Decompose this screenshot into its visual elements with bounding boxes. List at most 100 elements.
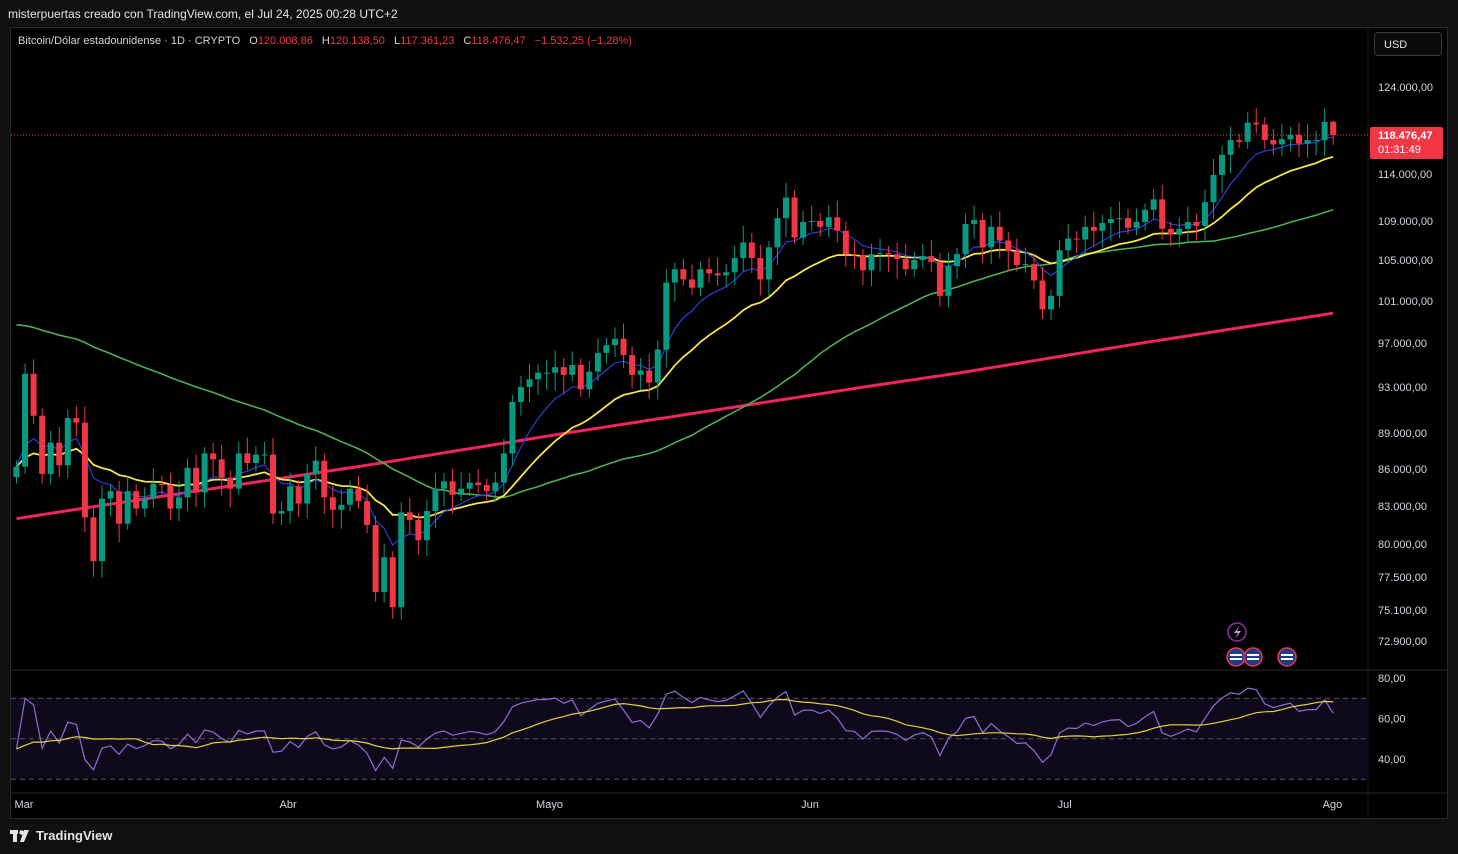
candle-body	[441, 481, 447, 489]
candle-body	[560, 367, 567, 375]
low-value: 117.361,23	[400, 35, 455, 47]
chart-panel	[10, 27, 1448, 819]
candle-body	[338, 504, 345, 510]
candle-body	[1039, 280, 1046, 310]
candle-body	[1253, 122, 1260, 125]
candle-body	[740, 242, 747, 259]
x-tick-label: Jun	[801, 799, 819, 811]
candle-body	[706, 269, 713, 274]
low-label: L	[393, 35, 401, 47]
y-tick-label: 77.500,00	[1378, 572, 1427, 584]
candle-body	[723, 272, 730, 276]
candle-body	[81, 422, 88, 518]
y-tick-label: 75.100,00	[1378, 605, 1427, 617]
candle-body	[885, 253, 892, 255]
candle-body	[936, 262, 943, 296]
candle-body	[1210, 174, 1217, 203]
candle-body	[1244, 122, 1251, 142]
candle-body	[517, 387, 524, 402]
candle-body	[415, 519, 422, 541]
candle-body	[389, 557, 396, 608]
change-value: −1.532,25 (−1,28%)	[534, 35, 632, 47]
us-flag-event-icon	[1277, 647, 1297, 667]
candle-body	[1142, 209, 1149, 222]
candle-body	[304, 473, 311, 504]
candle-body	[996, 226, 1003, 241]
candle-body	[808, 221, 815, 222]
flag-stripe-icon	[1281, 654, 1293, 656]
candle-body	[620, 338, 627, 356]
candle-body	[765, 247, 772, 280]
candle-body	[945, 266, 952, 296]
candle-body	[364, 501, 371, 525]
candle-body	[107, 491, 114, 499]
candle-body	[1005, 240, 1012, 252]
flag-stripe-icon	[1230, 658, 1242, 660]
candle-body	[714, 273, 721, 276]
y-tick-label: 93.000,00	[1378, 382, 1427, 394]
x-tick-label: Abr	[280, 799, 297, 811]
candle-body	[552, 367, 559, 373]
candle-body	[637, 370, 644, 375]
candle-body	[877, 253, 884, 255]
candle-body	[911, 260, 918, 270]
y-tick-label: 89.000,00	[1378, 428, 1427, 440]
candle-body	[1278, 139, 1285, 145]
candle-body	[859, 255, 866, 271]
candle-body	[30, 373, 37, 416]
candle-body	[509, 401, 516, 454]
candle-body	[842, 230, 849, 255]
candle-body	[825, 217, 832, 227]
candle-body	[449, 481, 456, 495]
flag-stripe-icon	[1247, 654, 1259, 656]
candle-body	[688, 279, 695, 288]
candle-body	[312, 460, 319, 474]
candle-body	[1082, 226, 1089, 240]
flag-stripe-icon	[1281, 658, 1293, 660]
candle-body	[73, 418, 80, 423]
candle-body	[1261, 124, 1268, 141]
candle-body	[697, 269, 704, 288]
candle-body	[1107, 219, 1114, 223]
candle-body	[962, 223, 969, 255]
candle-body	[783, 197, 789, 219]
x-tick-label: Jul	[1058, 799, 1072, 811]
candle-body	[569, 365, 576, 375]
close-label: C	[463, 35, 472, 47]
candle-body	[800, 221, 807, 238]
candle-body	[295, 486, 302, 504]
open-label: O	[249, 35, 258, 47]
flag-stripe-icon	[1247, 658, 1259, 660]
currency-button[interactable]: USD	[1374, 32, 1442, 56]
candle-body	[329, 497, 336, 510]
candle-body	[423, 511, 430, 541]
x-tick-label: Mayo	[536, 799, 563, 811]
candle-body	[500, 453, 507, 483]
candle-body	[1090, 226, 1097, 231]
candle-body	[1116, 218, 1123, 220]
candle-body	[603, 345, 610, 353]
y-tick-label: 124.000,00	[1378, 82, 1433, 94]
rsi-y-tick-label: 40,00	[1378, 754, 1406, 766]
author-line: misterpuertas creado con TradingView.com…	[8, 7, 398, 21]
candle-body	[483, 485, 490, 492]
ema8-line	[15, 136, 1334, 547]
candle-body	[492, 482, 499, 492]
y-tick-label: 101.000,00	[1378, 296, 1433, 308]
candle-body	[475, 482, 482, 486]
candle-body	[1287, 134, 1294, 140]
ema20-line	[15, 156, 1334, 519]
candle-body	[210, 453, 217, 460]
candle-body	[791, 197, 798, 238]
candle-body	[535, 372, 542, 380]
candle-body	[1176, 228, 1183, 235]
candle-body	[1133, 221, 1140, 228]
candle-body	[543, 372, 550, 374]
candle-body	[235, 453, 242, 489]
rsi-ma-line	[16, 698, 1334, 750]
candle-body	[1125, 218, 1131, 228]
candle-body	[971, 220, 978, 224]
candle-body	[175, 497, 182, 509]
candle-body	[13, 466, 20, 478]
